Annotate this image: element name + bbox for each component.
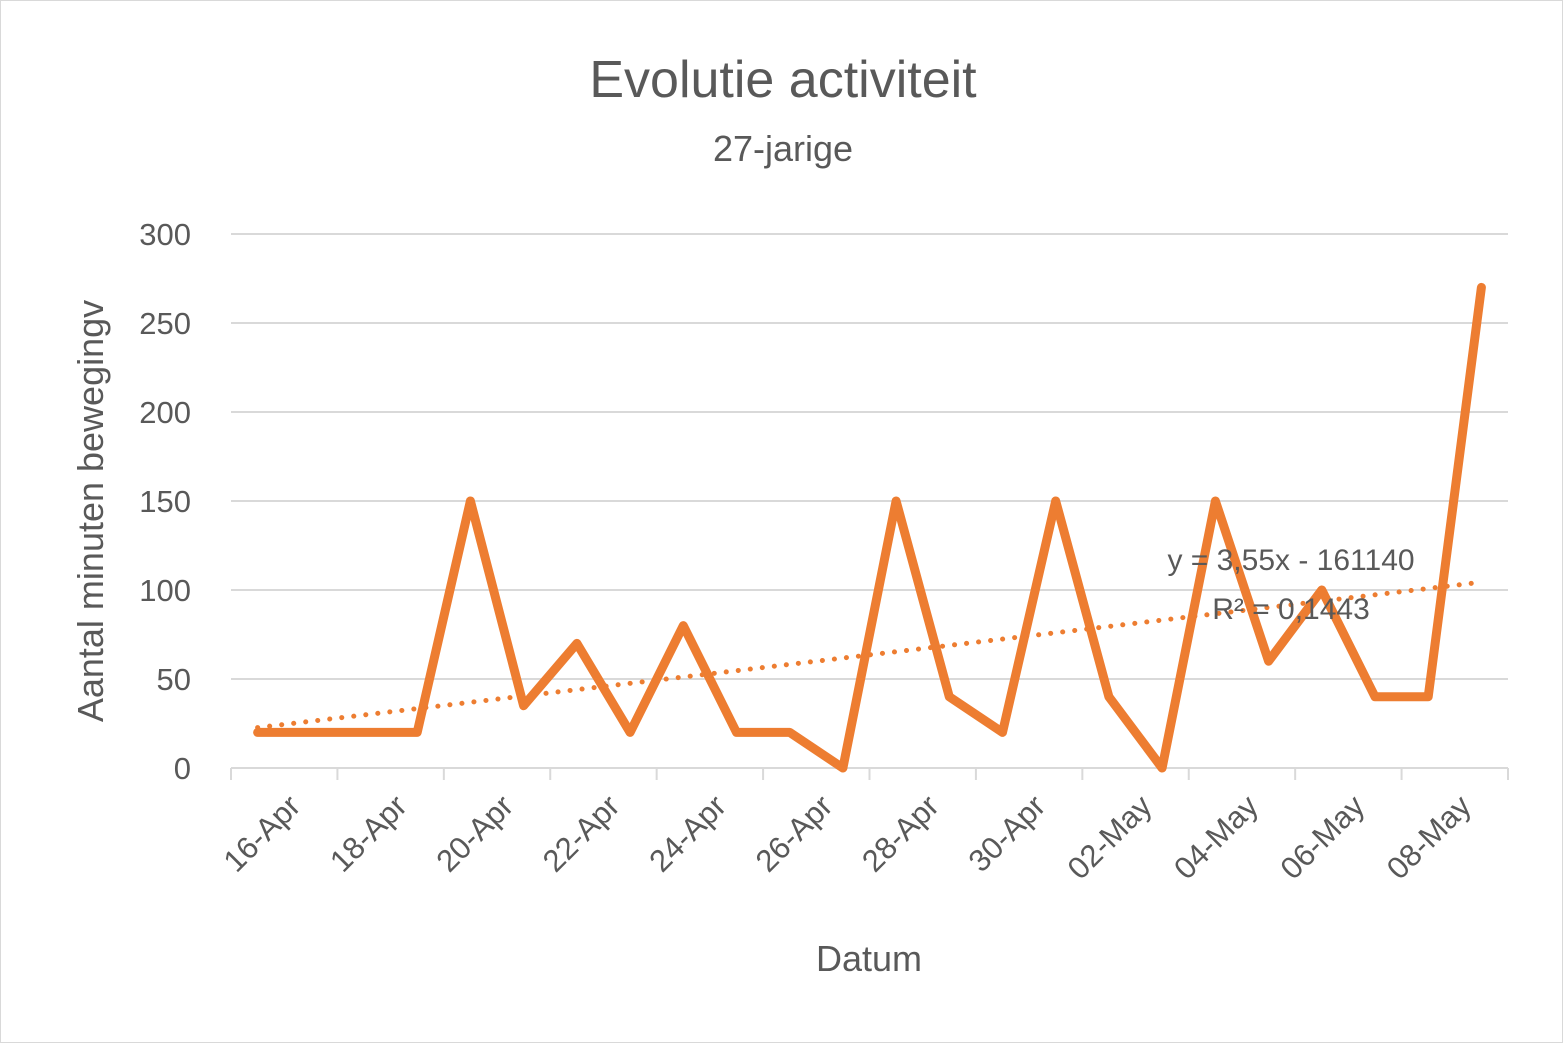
series-line-0 (258, 287, 1482, 768)
y-tick-label-5: 250 (139, 306, 191, 341)
chart-subtitle: 27-jarige (713, 128, 853, 169)
x-tick-label-11: 08-May (1380, 788, 1478, 886)
x-tick-label-7: 30-Apr (962, 788, 1053, 879)
y-tick-label-2: 100 (139, 573, 191, 608)
series-group (258, 287, 1482, 768)
x-axis-title: Datum (816, 938, 922, 979)
x-tick-label-0: 16-Apr (217, 788, 308, 879)
y-tick-label-0: 0 (174, 751, 191, 786)
trendline-r-squared: R² = 0,1443 (1212, 593, 1370, 626)
chart-title: Evolutie activiteit (589, 51, 977, 109)
y-axis-title: Aantal minuten bewegingv (70, 300, 111, 722)
trendline-equation: y = 3,55x - 161140 (1167, 544, 1414, 577)
x-tick-label-6: 28-Apr (855, 788, 946, 879)
x-tick-label-10: 06-May (1273, 788, 1371, 886)
y-tick-label-4: 200 (139, 395, 191, 430)
x-tick-label-3: 22-Apr (536, 788, 627, 879)
x-tick-label-4: 24-Apr (642, 788, 733, 879)
y-axis-ticks: 0 50 100 150 200 250 300 (139, 217, 191, 786)
y-tick-label-6: 300 (139, 217, 191, 252)
x-tick-label-5: 26-Apr (749, 788, 840, 879)
y-tick-label-3: 150 (139, 484, 191, 519)
x-tick-label-9: 04-May (1167, 788, 1265, 886)
x-tick-label-2: 20-Apr (429, 788, 520, 879)
x-tick-label-1: 18-Apr (323, 788, 414, 879)
x-tick-label-8: 02-May (1061, 788, 1159, 886)
y-tick-label-1: 50 (157, 662, 191, 697)
